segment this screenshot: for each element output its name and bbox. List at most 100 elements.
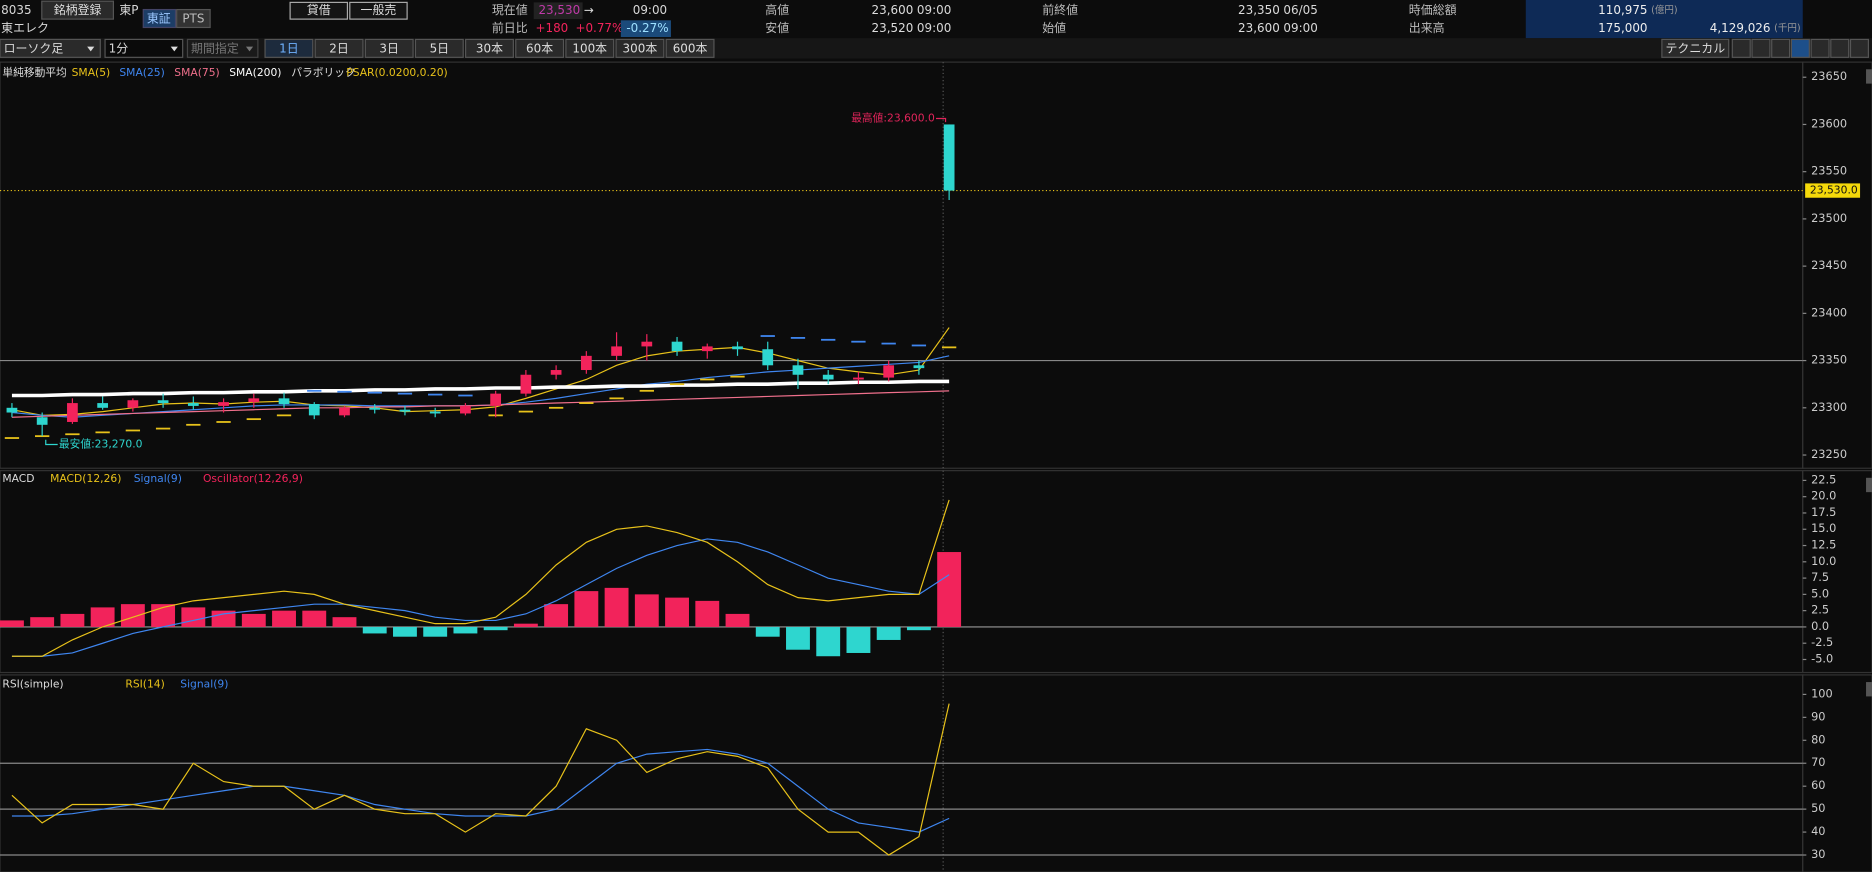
panel — [0, 61, 1804, 469]
candle-body — [399, 409, 411, 412]
button[interactable] — [364, 38, 414, 58]
y-tick-label: 23450 — [1811, 258, 1847, 272]
y-tick-label: 15.0 — [1811, 521, 1836, 535]
label: 23,350 — [1238, 3, 1280, 17]
button[interactable] — [1849, 38, 1870, 58]
label: 09:00 — [1283, 21, 1317, 35]
label: 始値 — [1042, 20, 1066, 35]
legend-title: パラボリック — [291, 66, 355, 79]
candle-body — [943, 124, 955, 191]
scroll-button[interactable] — [1866, 69, 1872, 84]
oscillator-bar — [60, 613, 85, 627]
button[interactable] — [615, 38, 665, 58]
button[interactable] — [1790, 38, 1810, 58]
label: 高値 — [765, 2, 789, 17]
button[interactable] — [314, 38, 364, 58]
axis-panel — [1802, 61, 1872, 469]
label: 期間指定 — [191, 40, 239, 55]
y-tick-label: 23650 — [1811, 69, 1847, 83]
signal-line — [11, 748, 950, 833]
button[interactable] — [104, 38, 184, 58]
candle-body — [550, 370, 562, 375]
candle-body — [157, 400, 169, 404]
legend-title: 単純移動平均 — [2, 66, 66, 79]
label: 110,975 — [1598, 3, 1647, 17]
button[interactable] — [1751, 38, 1771, 58]
candle-body — [611, 346, 622, 356]
label: 前日比 — [492, 20, 528, 35]
oscillator-bar — [634, 594, 659, 627]
candle-body — [883, 365, 895, 378]
candle-body — [460, 405, 471, 414]
candle-body — [490, 393, 502, 406]
y-tick-label: 17.5 — [1811, 505, 1836, 519]
oscillator-bar — [725, 613, 750, 627]
y-tick-label: 10.0 — [1811, 554, 1836, 568]
label: 175,000 — [1598, 21, 1647, 35]
candle-body — [822, 374, 834, 380]
candle-body — [36, 417, 48, 425]
axis-panel — [1802, 674, 1872, 872]
label: 1分 — [109, 41, 129, 55]
candle-body — [792, 365, 804, 375]
y-tick-label: 23250 — [1811, 447, 1847, 461]
oscillator-bar — [846, 626, 871, 653]
button[interactable] — [1771, 38, 1791, 58]
button[interactable] — [41, 0, 115, 20]
oscillator-bar — [241, 613, 266, 627]
button[interactable] — [515, 38, 565, 58]
oscillator-bar — [665, 597, 689, 627]
label: 東P — [119, 3, 138, 17]
oscillator-bar — [937, 552, 962, 627]
button[interactable] — [289, 1, 349, 20]
legend-entry: RSI(14) — [125, 677, 164, 690]
button[interactable] — [665, 38, 715, 58]
label: 4,129,026 — [1710, 21, 1771, 35]
oscillator-bar — [362, 626, 387, 634]
button[interactable] — [1731, 38, 1751, 58]
dropdown-arrow — [245, 46, 254, 52]
label: 09:00 — [633, 3, 667, 17]
button[interactable] — [1661, 38, 1730, 58]
candle-body — [97, 403, 109, 408]
label: +0.77% — [575, 21, 623, 35]
button[interactable] — [1830, 38, 1850, 58]
label: (千円) — [1774, 23, 1801, 34]
candle-body — [641, 341, 653, 347]
scroll-button[interactable] — [1866, 682, 1872, 697]
candle-body — [187, 403, 199, 406]
button[interactable] — [176, 8, 211, 29]
button[interactable] — [0, 38, 101, 58]
y-tick-label: 23350 — [1811, 353, 1847, 367]
button[interactable] — [465, 38, 514, 58]
legend-entry: SMA(25) — [119, 66, 164, 79]
legend-entry: SMA(75) — [174, 66, 219, 79]
label: 1日 — [279, 41, 299, 55]
oscillator-bar — [302, 610, 327, 627]
button[interactable] — [142, 8, 177, 29]
dropdown-arrow — [170, 46, 178, 52]
candle-body — [701, 346, 713, 352]
last-price-box — [1805, 183, 1861, 198]
candle-body — [248, 398, 260, 403]
button[interactable] — [349, 1, 408, 20]
price-box — [533, 2, 583, 20]
label: -0.27% — [626, 21, 668, 35]
y-tick-label: 0.0 — [1811, 619, 1829, 633]
button[interactable] — [565, 38, 615, 58]
y-tick-label: 80 — [1811, 732, 1825, 746]
y-tick-label: 20.0 — [1811, 489, 1836, 503]
label: 2日 — [329, 41, 349, 55]
button[interactable] — [264, 38, 314, 58]
legend-entry: SMA(200) — [229, 66, 281, 79]
candle-body — [429, 411, 441, 414]
button[interactable] — [414, 38, 464, 58]
scroll-button[interactable] — [1866, 477, 1872, 493]
label: 30本 — [476, 41, 503, 55]
candle-body — [308, 404, 320, 416]
button[interactable] — [1810, 38, 1830, 58]
button[interactable] — [186, 38, 259, 58]
y-tick-label: 22.5 — [1811, 472, 1836, 486]
